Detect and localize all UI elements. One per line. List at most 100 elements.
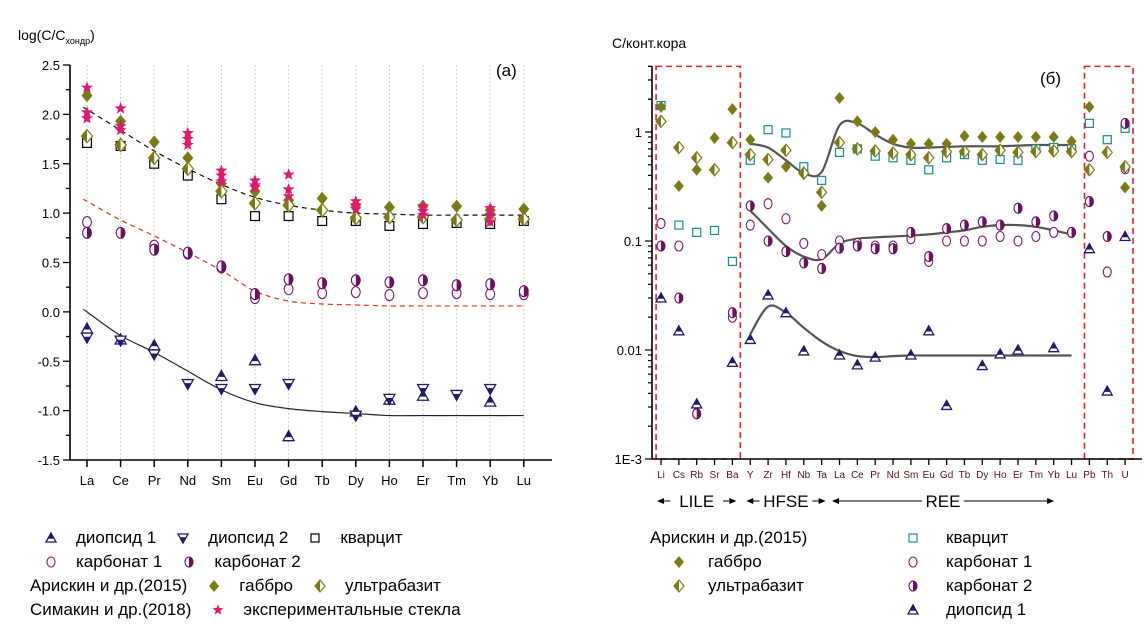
x-tick-label: Ce <box>851 470 864 481</box>
data-point <box>745 219 755 231</box>
data-point <box>852 115 863 128</box>
group-box-lile <box>655 65 742 460</box>
data-point <box>1030 144 1042 159</box>
data-point <box>248 383 262 396</box>
legend-label: габбро <box>239 576 293 595</box>
legend-group-label: Арискин и др.(2015) <box>30 576 188 595</box>
chart-b-points <box>654 92 1132 420</box>
data-point <box>1065 144 1078 159</box>
data-point <box>940 399 953 411</box>
data-point <box>451 199 463 213</box>
legend-marker <box>46 556 56 568</box>
series-star <box>80 81 497 228</box>
data-point <box>1031 230 1041 243</box>
chart-a-axes: La Ce Pr Nd Sm Eu Gd Tb Dy Ho Er Tm Yb Lu 2.5 2.0 1.5 1.0… <box>38 58 552 488</box>
chart-b-legend-left: Арискин и др.(2015) габбро ультрабазит <box>642 526 807 598</box>
x-tick-label: Li <box>657 470 665 481</box>
data-point <box>1120 117 1130 129</box>
diamond-icon <box>203 577 225 595</box>
data-point <box>815 185 828 200</box>
data-point <box>977 235 987 247</box>
legend-label: кварцит <box>340 528 403 547</box>
data-point <box>449 389 464 402</box>
legend-label: карбонат 1 <box>76 552 163 571</box>
data-point <box>761 288 775 300</box>
data-point <box>1084 100 1095 113</box>
data-point <box>485 278 496 291</box>
data-point <box>923 137 934 150</box>
data-point <box>906 226 916 238</box>
data-point <box>654 291 668 303</box>
data-point <box>674 240 684 252</box>
x-tick-label: Gd <box>940 470 953 481</box>
legend-row: диопсид 1 <box>888 598 1032 622</box>
data-point <box>114 123 127 136</box>
data-point <box>924 165 934 175</box>
data-point <box>216 260 227 273</box>
legend-label: диопсид 1 <box>946 600 1027 619</box>
data-point <box>1102 135 1112 145</box>
data-point <box>655 114 667 129</box>
legend-label: карбонат 1 <box>946 552 1033 571</box>
data-point <box>248 195 262 211</box>
data-point <box>673 140 685 155</box>
x-tick-label: Nd <box>179 473 196 488</box>
data-point <box>282 183 295 195</box>
x-tick-label: Hf <box>781 470 791 481</box>
chart-b-group-labels: LILE HFSE REE <box>657 492 1055 511</box>
data-point <box>80 332 94 345</box>
data-point <box>80 112 94 124</box>
data-point <box>1049 226 1059 238</box>
data-point <box>869 350 882 362</box>
data-point <box>922 324 935 336</box>
x-tick-label: Rb <box>690 470 703 481</box>
data-point <box>114 137 127 153</box>
legend-label: габбро <box>708 552 762 571</box>
x-tick-label: Ce <box>112 473 129 488</box>
data-point <box>745 200 755 212</box>
data-point <box>317 277 328 290</box>
chart-a-points <box>80 81 531 442</box>
legend-row: карбонат 1 карбонат 2 <box>40 550 471 574</box>
legend-row: Арискин и др.(2015) <box>642 526 807 550</box>
data-point <box>149 243 160 256</box>
group-label-ree: REE <box>831 492 1055 511</box>
legend-label: диопсид 2 <box>208 528 289 547</box>
data-point <box>690 150 703 165</box>
data-point <box>1102 266 1112 278</box>
data-point <box>870 243 880 255</box>
data-point <box>869 144 881 158</box>
triangle-down-icon <box>172 529 194 547</box>
data-point <box>942 235 952 247</box>
legend-marker <box>177 533 190 545</box>
series-diamond-half <box>80 128 531 228</box>
x-tick-label: Sm <box>903 470 918 481</box>
legend-label: ультрабазит <box>344 576 441 595</box>
data-point <box>484 215 497 228</box>
data-point <box>762 152 774 167</box>
data-point <box>851 141 864 156</box>
data-point <box>1012 145 1024 160</box>
square-open-icon <box>304 529 326 547</box>
data-point <box>283 273 294 286</box>
series-diamond-half <box>655 114 1131 200</box>
legend-marker <box>310 533 320 543</box>
series-circle-half <box>656 117 1130 420</box>
data-point <box>349 410 363 423</box>
legend-marker <box>209 580 220 592</box>
legend-row: карбонат 2 <box>888 574 1032 598</box>
x-tick-label: Sm <box>212 473 232 488</box>
data-point <box>656 100 666 113</box>
data-point <box>1084 150 1094 162</box>
chart-a-ylabel: log(C/Cхондр) <box>18 27 95 46</box>
y-tick-label: 0.01 <box>617 343 642 358</box>
x-tick-label: Ho <box>994 470 1007 481</box>
data-point <box>995 219 1005 231</box>
trend-diopside <box>82 308 524 417</box>
svg-text:LILE: LILE <box>679 492 714 511</box>
data-point <box>673 179 684 192</box>
data-point <box>281 378 296 391</box>
data-point <box>1047 144 1060 158</box>
data-point <box>383 209 396 225</box>
data-point <box>82 226 92 239</box>
